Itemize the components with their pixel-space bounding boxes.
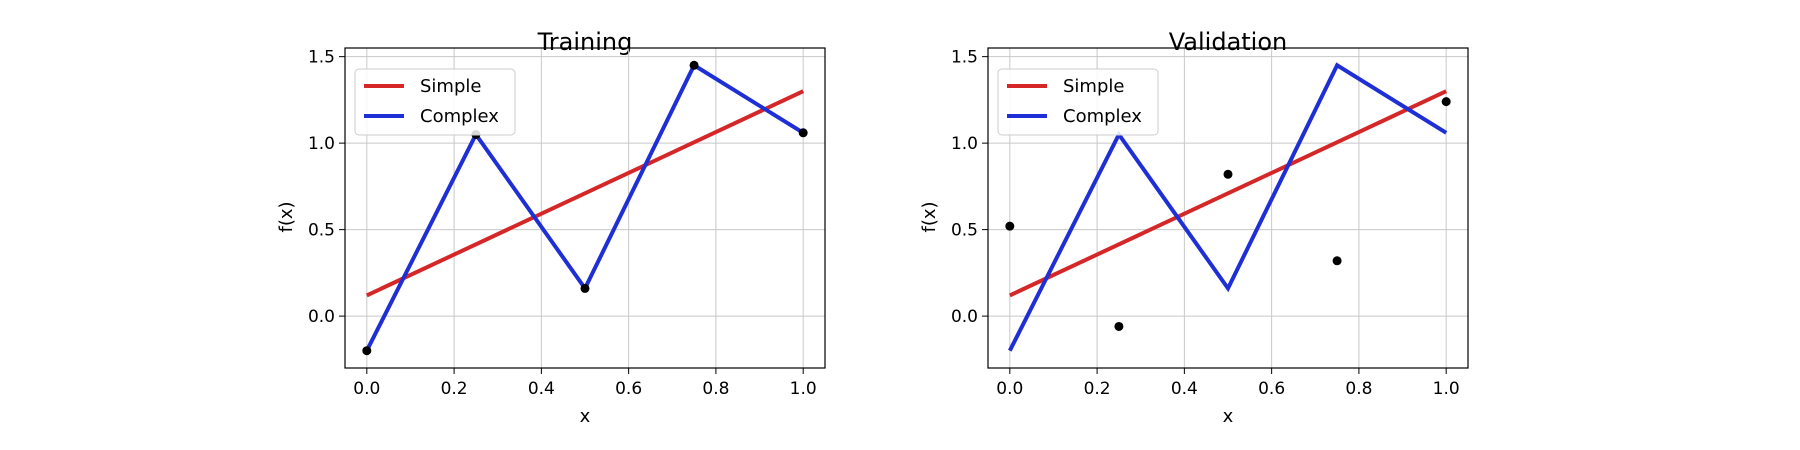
data-point <box>1114 321 1124 331</box>
legend-label-simple: Simple <box>1063 76 1124 97</box>
x-tick-label: 1.0 <box>1433 379 1460 399</box>
legend: Simple Complex <box>354 68 516 136</box>
y-tick-label: 0.5 <box>308 221 335 241</box>
x-tick-label: 0.2 <box>1084 379 1111 399</box>
x-tick-label: 1.0 <box>790 379 817 399</box>
chart-title: Validation <box>1169 28 1288 56</box>
y-tick-label: 0.0 <box>308 307 335 327</box>
data-point <box>1441 97 1451 107</box>
chart-title: Training <box>537 28 633 56</box>
series-line-simple <box>365 89 805 298</box>
y-tick-label: 1.5 <box>308 48 335 68</box>
x-tick-label: 0.0 <box>353 379 380 399</box>
x-axis-label: x <box>580 406 591 427</box>
data-point <box>689 60 699 70</box>
x-tick-label: 0.6 <box>1258 379 1285 399</box>
data-point <box>1332 256 1342 266</box>
legend-label-complex: Complex <box>420 106 499 127</box>
y-tick-label: 1.5 <box>951 48 978 68</box>
y-tick-label: 0.5 <box>951 221 978 241</box>
data-point <box>1223 169 1233 179</box>
y-tick-label: 1.0 <box>308 134 335 154</box>
series-line-complex <box>1008 62 1448 352</box>
legend-label-simple: Simple <box>420 76 481 97</box>
data-point <box>580 283 590 293</box>
legend-label-complex: Complex <box>1063 106 1142 127</box>
legend: Simple Complex <box>997 68 1159 136</box>
x-tick-label: 0.8 <box>1345 379 1372 399</box>
series-line-simple <box>1008 89 1448 298</box>
x-tick-label: 0.4 <box>528 379 555 399</box>
chart-panel-validation: Validation x f(x) 0.0 0.2 0.4 0.6 0.8 1.0 0.0 0… <box>919 28 1469 427</box>
plot-area <box>344 47 826 369</box>
data-point <box>798 128 808 138</box>
x-tick-label: 0.6 <box>615 379 642 399</box>
y-axis-label: f(x) <box>919 201 940 232</box>
x-axis-label: x <box>1223 406 1234 427</box>
x-tick-label: 0.2 <box>441 379 468 399</box>
x-tick-label: 0.4 <box>1171 379 1198 399</box>
x-tick-label: 0.0 <box>996 379 1023 399</box>
x-tick-label: 0.8 <box>702 379 729 399</box>
y-tick-label: 1.0 <box>951 134 978 154</box>
y-tick-label: 0.0 <box>951 307 978 327</box>
y-axis-label: f(x) <box>276 201 297 232</box>
data-point <box>362 346 372 356</box>
chart-panel-training: Training x f(x) 0.0 0.2 0.4 0.6 0.8 1.0 0.0 0.5… <box>276 28 826 427</box>
plot-area <box>987 47 1469 369</box>
data-point <box>1005 221 1015 231</box>
